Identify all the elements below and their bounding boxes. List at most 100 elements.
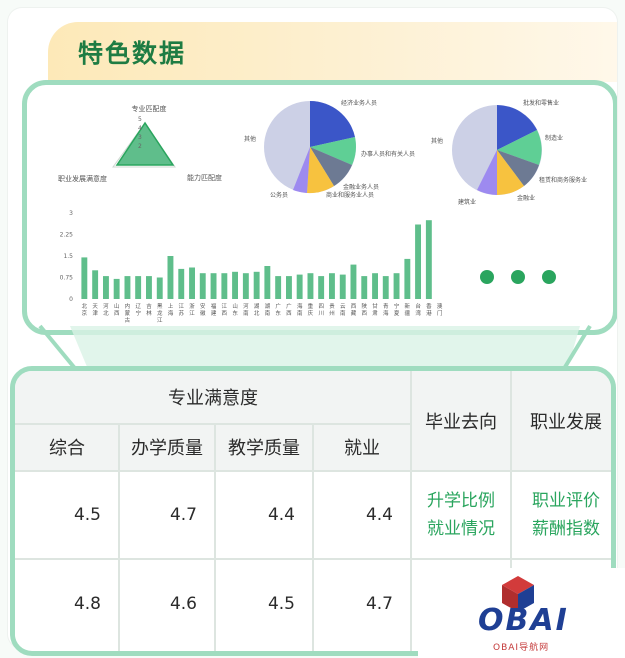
- y-tick-label: 0.75: [60, 275, 74, 282]
- grid-line: [312, 423, 314, 651]
- x-tick-label: 宁夏: [394, 302, 400, 317]
- grid-line: [410, 371, 412, 651]
- bar: [339, 274, 346, 299]
- bar: [307, 273, 314, 299]
- cell-employment-r1: 4.4: [313, 471, 411, 559]
- x-tick-label: 上海: [168, 302, 174, 317]
- pie-chart-occupation: 经济业务人员 办事人员和有关人员 金融业务人员 商业和服务业人员 公务员 其他: [244, 99, 415, 199]
- pie1-label: 金融业务人员: [343, 183, 379, 191]
- pie1-label: 公务员: [270, 191, 288, 199]
- x-tick-label: 贵州: [329, 302, 335, 317]
- destination-links: 升学比例 就业情况: [411, 471, 511, 559]
- x-tick-label: 甘肃: [372, 302, 378, 317]
- x-tick-label: 山东: [232, 302, 238, 317]
- pie2-slice-manufacture: [497, 130, 542, 165]
- radar-tick: 5: [138, 116, 142, 123]
- x-tick-label: 山西: [114, 302, 120, 317]
- x-tick-label: 黑龙江: [157, 303, 163, 324]
- bar: [350, 264, 357, 299]
- x-tick-label: 湖南: [265, 302, 271, 317]
- page-title: 特色数据: [78, 39, 187, 68]
- pie2-slice-wholesale: [497, 105, 537, 150]
- bar: [393, 273, 400, 299]
- bar: [425, 220, 432, 299]
- x-tick-label: 河北: [103, 302, 109, 317]
- pager-dot[interactable]: [480, 270, 494, 284]
- bar: [135, 276, 142, 299]
- y-tick-label: 2.25: [60, 232, 74, 239]
- pie2-slice-finance: [497, 150, 524, 195]
- pie1-label: 经济业务人员: [341, 99, 377, 107]
- link-further-study[interactable]: 升学比例: [427, 491, 495, 511]
- charts-svg: 专业匹配度 能力匹配度 职业发展满意度 5 4 3 2 经济业务人员 办事人员和…: [58, 99, 587, 324]
- radar-label-career-satisfaction: 职业发展满意度: [58, 174, 107, 183]
- radar-label-major-match: 专业匹配度: [132, 104, 167, 113]
- x-tick-label: 河南: [243, 302, 249, 317]
- col-header-school-quality: 办学质量: [119, 423, 215, 471]
- grid-line: [214, 423, 216, 651]
- pie1-label: 其他: [244, 135, 256, 143]
- pie2-label: 建筑业: [458, 198, 476, 206]
- x-tick-label: 青海: [383, 302, 389, 317]
- radar-label-ability-match: 能力匹配度: [187, 173, 222, 182]
- pie1-label: 商业和服务业人员: [326, 191, 374, 199]
- grid-line: [118, 423, 120, 651]
- x-tick-label: 广东: [275, 302, 281, 317]
- pager-dot[interactable]: [542, 270, 556, 284]
- bar: [264, 266, 271, 299]
- col-header-overall: 综合: [15, 423, 119, 471]
- x-tick-label: 新疆: [405, 302, 411, 317]
- bar: [275, 276, 282, 299]
- bar: [296, 274, 303, 299]
- radar-tick: 3: [138, 134, 142, 141]
- cell-teaching-r2: 4.5: [215, 559, 313, 649]
- pie2-label: 批发和零售业: [523, 99, 559, 107]
- grid-line: [15, 423, 411, 425]
- x-tick-label: 广西: [286, 302, 292, 317]
- logo-text: OBAI: [478, 603, 569, 638]
- x-tick-label: 安徽: [200, 302, 206, 317]
- bar: [221, 273, 228, 299]
- bar: [146, 276, 152, 299]
- y-tick-label: 0: [69, 296, 73, 303]
- cell-school-r2: 4.6: [119, 559, 215, 649]
- link-employment[interactable]: 就业情况: [427, 519, 495, 539]
- x-tick-label: 吉林: [146, 303, 152, 317]
- pie1-slice-economic: [310, 100, 355, 147]
- bar: [156, 277, 163, 299]
- group-header: 专业满意度: [15, 371, 411, 423]
- radar-tick: 4: [138, 125, 142, 132]
- pie1-slice-finance: [310, 147, 352, 186]
- col-header-teaching-quality: 教学质量: [215, 423, 313, 471]
- cube-logo-icon: [502, 576, 534, 612]
- x-tick-label: 江西: [222, 303, 228, 317]
- x-tick-label: 重庆: [308, 302, 314, 317]
- bar: [415, 224, 421, 299]
- x-tick-label: 辽宁: [135, 302, 141, 317]
- pie2-label: 其他: [431, 137, 443, 145]
- link-salary-index[interactable]: 薪酬指数: [532, 519, 600, 539]
- pie2-slice-construction: [477, 150, 497, 195]
- grid-line: [15, 558, 611, 560]
- bar: [361, 276, 368, 299]
- bar: [210, 273, 217, 299]
- pie1-slice-civil: [293, 147, 310, 193]
- bar: [382, 276, 389, 299]
- cell-overall-r1: 4.5: [15, 471, 119, 559]
- career-links: 职业评价 薪酬指数: [511, 471, 611, 559]
- pie1-slice-clerk: [310, 137, 356, 165]
- link-career-evaluation[interactable]: 职业评价: [532, 491, 600, 511]
- satisfaction-table: 专业满意度 综合 办学质量 教学质量 就业 毕业去向 职业发展 4.5 4.7 …: [10, 366, 616, 656]
- bar: [92, 270, 99, 299]
- connector-line-right: [560, 324, 592, 374]
- bar-chart: 3 2.25 1.5 0.75 0 北京天津河北山西内蒙古辽宁吉林黑龙江上海江苏浙江安徽福…: [60, 210, 443, 324]
- title-band: [48, 22, 617, 82]
- bar: [329, 273, 335, 299]
- bar: [372, 273, 378, 299]
- x-tick-label: 江苏: [179, 303, 185, 317]
- pager-dot[interactable]: [511, 270, 525, 284]
- x-tick-label: 福建: [211, 302, 217, 317]
- bar: [404, 258, 411, 299]
- x-tick-label: 天津: [92, 303, 98, 317]
